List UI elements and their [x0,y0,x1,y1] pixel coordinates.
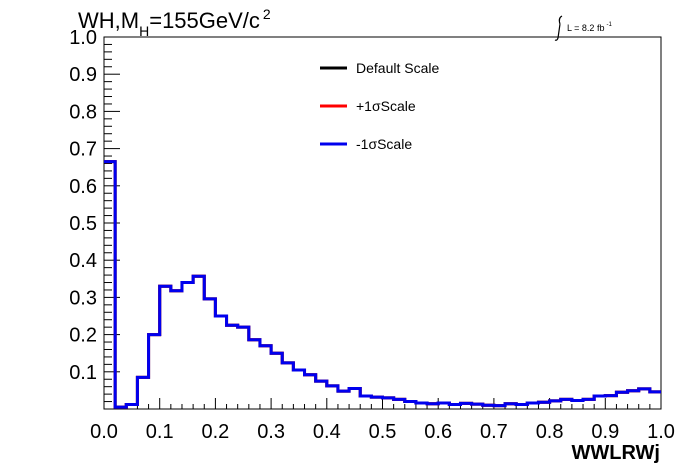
x-tick-label: 0.4 [313,421,341,443]
series-layer [104,160,661,409]
y-tick-label: 0.2 [69,325,97,347]
x-tick-label: 0.3 [257,421,285,443]
y-tick-label: 0.1 [69,362,97,384]
y-tick-label: 0.9 [69,64,97,86]
x-tick-label: 0.2 [201,421,229,443]
x-tick-label: 0.1 [146,421,174,443]
y-tick-label: 0.6 [69,176,97,198]
x-tick-label: 0.9 [591,421,619,443]
legend-label: Default Scale [356,60,439,76]
legend: Default Scale +1σScale -1σScale [320,60,439,152]
y-tick-label: 0.4 [69,250,97,272]
y-tick-label: 0.7 [69,139,97,161]
x-tick-label: 0.5 [369,421,397,443]
plot-frame [103,36,662,410]
x-axis-label: WWLRWj [572,442,661,464]
series-line-1-scale [104,160,661,409]
y-tick-label: 1.0 [69,27,97,49]
x-tick-label: 0.8 [536,421,564,443]
chart-title: WH,MH=155GeV/c 2 [78,6,271,39]
y-tick-label: 0.3 [69,287,97,309]
title-subscript: H [139,23,149,39]
y-tick-label: 0.8 [69,101,97,123]
y-tick-label: 0.5 [69,213,97,235]
y-axis-ticks: 0.1 0.2 0.3 0.4 0.5 0.6 0.7 0.8 0.9 1.0 [69,27,120,403]
x-tick-label: 1.0 [647,421,675,443]
title-superscript: 2 [263,6,271,22]
integral-sign-icon [554,15,563,41]
luminosity-label: L = 8.2 fb -1 [567,22,612,33]
x-axis-ticks: 0.0 0.1 0.2 0.3 0.4 0.5 0.6 0.7 0.8 0.9 1.0 [90,398,675,443]
legend-label: +1σScale [356,98,416,114]
x-tick-label: 0.6 [424,421,452,443]
legend-label: -1σScale [356,136,412,152]
series-line-1-scale [104,160,661,409]
title-rest: =155GeV/c [149,8,260,33]
x-tick-label: 0.0 [90,421,118,443]
x-tick-label: 0.7 [480,421,508,443]
series-line-default-scale [104,160,661,409]
